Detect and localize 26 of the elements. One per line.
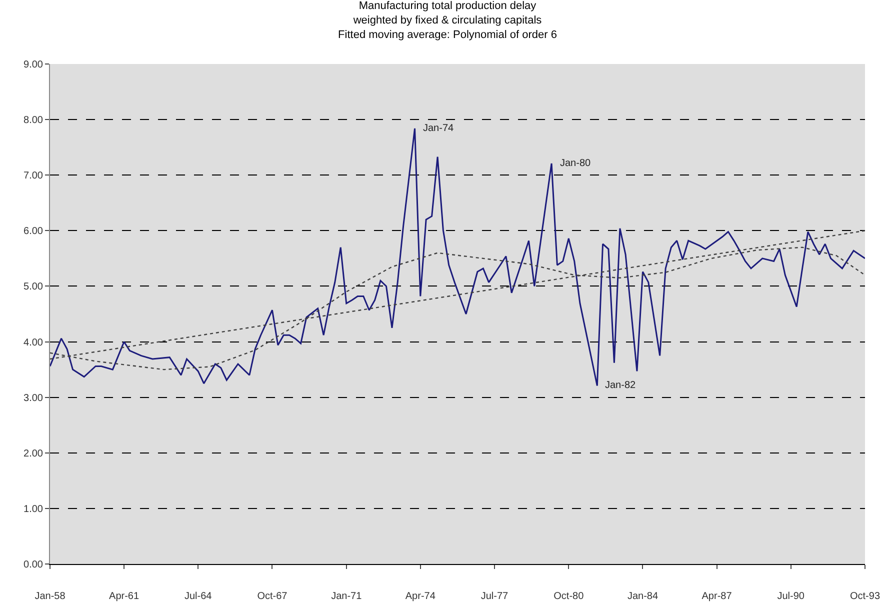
x-tick-label: Oct-93 <box>850 591 880 602</box>
x-tick-label: Jul-90 <box>777 591 805 602</box>
y-tick-label: 7.00 <box>24 170 44 182</box>
x-tick-label: Jan-84 <box>627 591 658 602</box>
annotation: Jan-74 <box>423 123 454 134</box>
y-tick-label: 1.00 <box>24 504 44 515</box>
y-tick-label: 2.00 <box>24 448 44 460</box>
x-tick-label: Apr-61 <box>109 591 140 602</box>
annotation: Jan-82 <box>605 380 636 391</box>
y-tick-label: 4.00 <box>24 337 44 348</box>
x-tick-label: Jan-58 <box>34 591 66 602</box>
y-tick-label: 9.00 <box>24 60 44 70</box>
y-tick-label: 8.00 <box>24 115 44 126</box>
x-tick-label: Jan-71 <box>331 591 362 602</box>
chart-title: Manufacturing total production delay weighted by fixed & circulating capitals Fitted moving average: Polynomial of order 6 <box>338 0 557 41</box>
x-tick-label: Apr-74 <box>405 591 436 602</box>
x-tick-label: Oct-67 <box>257 591 288 602</box>
x-tick-label: Oct-80 <box>554 591 584 602</box>
y-tick-label: 5.00 <box>24 282 44 293</box>
y-tick-label: 6.00 <box>24 226 44 238</box>
x-tick-label: Apr-87 <box>702 591 732 602</box>
x-tick-label: Jul-64 <box>184 591 212 602</box>
annotation: Jan-80 <box>560 158 592 169</box>
x-tick-label: Jul-77 <box>480 591 509 602</box>
y-tick-label: 3.00 <box>24 392 44 404</box>
y-tick-label: 0.00 <box>24 560 44 570</box>
